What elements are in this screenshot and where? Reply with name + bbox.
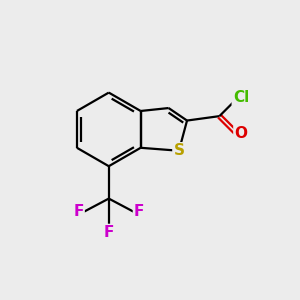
Text: S: S [173, 143, 184, 158]
Text: Cl: Cl [233, 90, 249, 105]
Text: F: F [73, 204, 84, 219]
Text: O: O [234, 126, 248, 141]
Text: F: F [134, 204, 144, 219]
Text: F: F [103, 225, 114, 240]
